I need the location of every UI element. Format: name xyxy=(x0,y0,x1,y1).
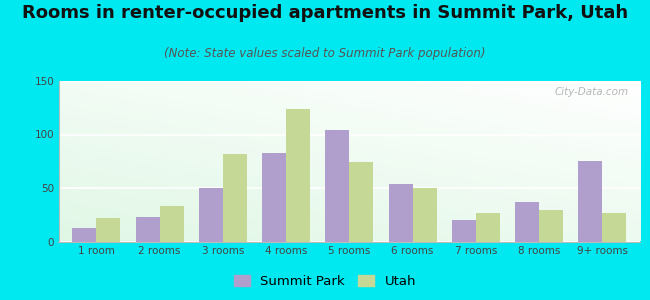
Bar xyxy=(199,188,223,242)
Bar xyxy=(262,153,286,242)
Bar xyxy=(413,188,437,242)
Bar xyxy=(452,220,476,242)
Bar xyxy=(578,161,603,242)
Bar xyxy=(515,202,539,242)
Bar xyxy=(350,162,373,242)
Bar xyxy=(476,213,500,242)
Bar xyxy=(72,228,96,242)
Text: City-Data.com: City-Data.com xyxy=(554,87,629,98)
Bar xyxy=(603,213,627,242)
Bar xyxy=(96,218,120,242)
Legend: Summit Park, Utah: Summit Park, Utah xyxy=(229,270,421,293)
Bar xyxy=(389,184,413,242)
Bar xyxy=(136,217,160,242)
Bar xyxy=(539,211,563,242)
Bar xyxy=(326,130,350,242)
Bar xyxy=(160,206,184,242)
Bar xyxy=(223,154,247,242)
Text: (Note: State values scaled to Summit Park population): (Note: State values scaled to Summit Par… xyxy=(164,46,486,59)
Bar xyxy=(286,109,310,242)
Text: Rooms in renter-occupied apartments in Summit Park, Utah: Rooms in renter-occupied apartments in S… xyxy=(22,4,628,22)
